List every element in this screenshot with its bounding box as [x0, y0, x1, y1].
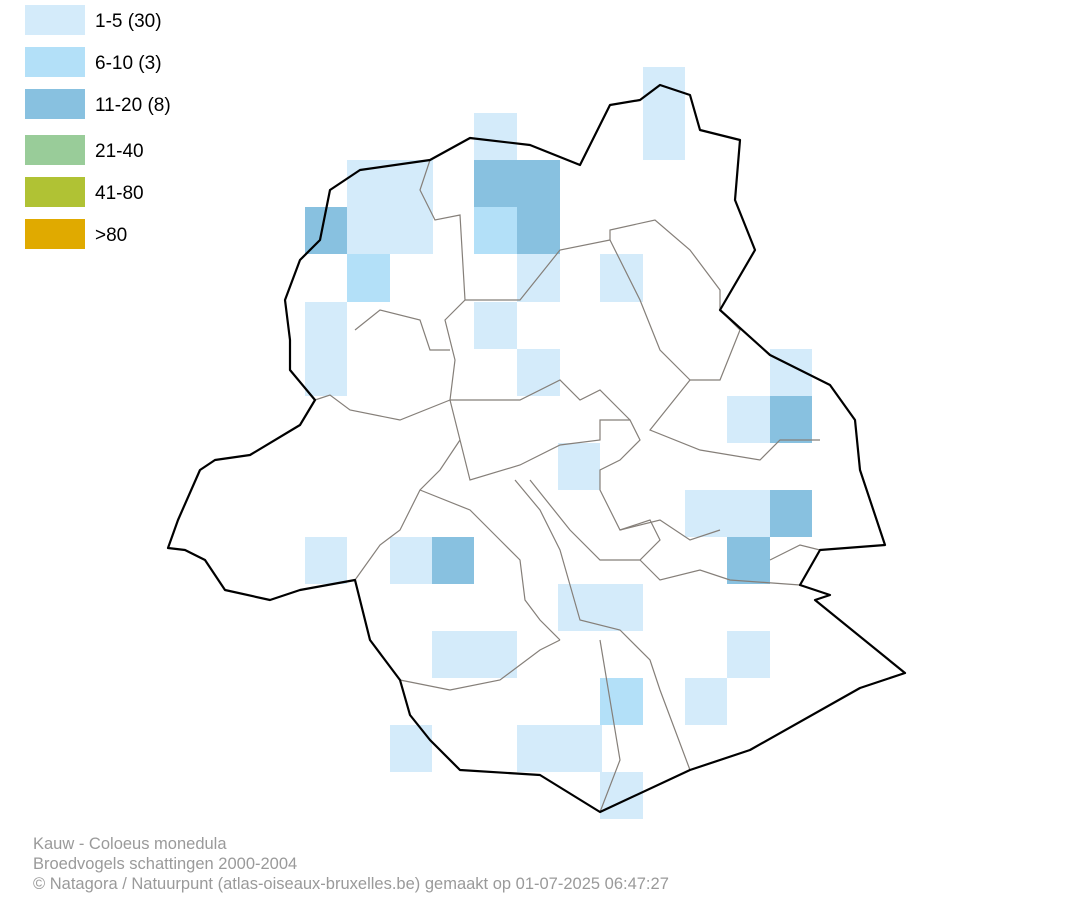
legend-label: 21-40	[95, 141, 144, 162]
footer-line: Kauw - Coloeus monedula	[33, 835, 227, 853]
legend-swatch	[25, 177, 85, 207]
legend-swatch	[25, 5, 85, 35]
legend-label: 6-10 (3)	[95, 53, 162, 74]
municipality-lines	[314, 159, 821, 813]
region-boundary	[166, 83, 907, 814]
legend-swatch	[25, 47, 85, 77]
legend-label: >80	[95, 225, 127, 246]
legend-swatch	[25, 135, 85, 165]
footer-line: © Natagora / Natuurpunt (atlas-oiseaux-b…	[33, 875, 669, 893]
legend-swatch	[25, 219, 85, 249]
legend-label: 41-80	[95, 183, 144, 204]
grid-cells	[305, 67, 812, 819]
legend-label: 1-5 (30)	[95, 11, 162, 32]
legend-label: 11-20 (8)	[95, 95, 171, 116]
legend: 1-5 (30) 6-10 (3) 11-20 (8) 21-40 41-80 >80	[25, 5, 171, 249]
footer-line: Broedvogels schattingen 2000-2004	[33, 855, 297, 873]
legend-swatch	[25, 89, 85, 119]
footer: Kauw - Coloeus monedula Broedvogels schat…	[33, 835, 669, 893]
